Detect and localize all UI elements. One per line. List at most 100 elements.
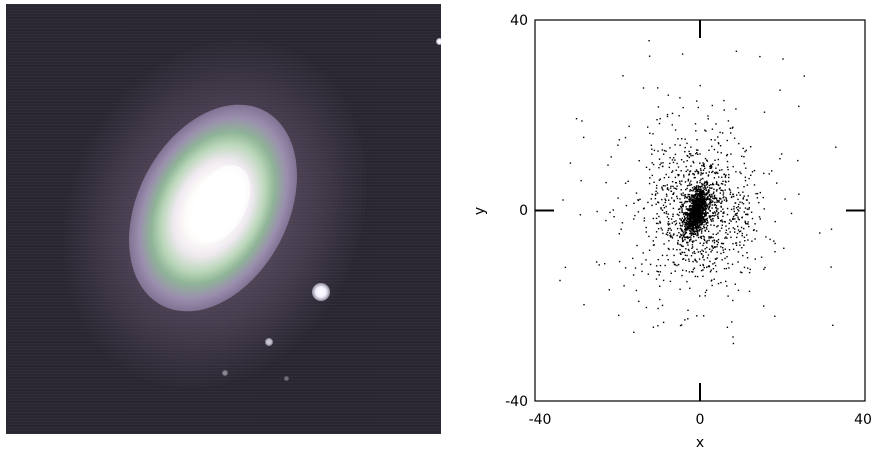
particle-point <box>681 237 684 239</box>
particle-point <box>681 221 683 224</box>
particle-point <box>692 210 694 213</box>
particle-point <box>702 219 704 221</box>
particle-point <box>702 162 704 164</box>
particle-point <box>713 191 715 193</box>
particle-point <box>735 244 738 246</box>
particle-point <box>717 213 719 215</box>
particle-point <box>832 324 834 326</box>
particle-point <box>697 194 699 197</box>
particle-point <box>713 242 716 244</box>
particle-point <box>703 193 705 196</box>
particle-point <box>739 241 741 243</box>
particle-point <box>697 200 699 202</box>
particle-point <box>702 201 704 204</box>
particle-point <box>710 139 712 141</box>
particle-point <box>703 198 705 201</box>
particle-point <box>650 144 652 146</box>
particle-point <box>692 252 694 254</box>
particle-point <box>745 213 747 216</box>
particle-point <box>677 173 679 176</box>
particle-point <box>703 206 705 208</box>
particle-point <box>698 206 700 209</box>
particle-point <box>699 186 701 188</box>
particle-point <box>726 153 729 156</box>
particle-point <box>692 260 694 263</box>
particle-point <box>671 171 673 173</box>
particle-point <box>705 194 708 196</box>
particle-point <box>683 219 685 221</box>
particle-point <box>693 227 695 230</box>
particle-point <box>691 229 694 231</box>
particle-point <box>699 201 702 204</box>
particle-point <box>708 194 711 196</box>
particle-point <box>699 224 701 226</box>
particle-point <box>704 167 706 170</box>
particle-point <box>708 184 710 187</box>
particle-point <box>689 205 691 207</box>
particle-point <box>713 278 715 280</box>
particle-point <box>730 208 733 211</box>
particle-point <box>709 165 711 168</box>
particle-point <box>688 227 690 229</box>
particle-point <box>604 263 606 265</box>
particle-point <box>679 218 681 220</box>
particle-point <box>718 199 720 202</box>
particle-point <box>666 115 669 118</box>
particle-point <box>662 162 664 164</box>
particle-point <box>744 207 747 209</box>
particle-point <box>747 267 749 269</box>
particle-point <box>697 236 700 239</box>
particle-point <box>681 208 683 210</box>
particle-point <box>707 192 709 195</box>
particle-point <box>701 230 703 232</box>
particle-point <box>673 187 675 189</box>
particle-point <box>695 205 697 207</box>
particle-point <box>703 197 705 200</box>
particle-point <box>783 247 785 249</box>
particle-point <box>714 196 716 199</box>
particle-point <box>704 201 707 204</box>
particle-point <box>709 210 711 212</box>
particle-point <box>671 159 674 161</box>
particle-point <box>684 237 686 239</box>
particle-point <box>698 204 700 206</box>
particle-point <box>703 209 705 211</box>
particle-point <box>693 240 695 242</box>
particle-point <box>699 214 701 216</box>
particle-point <box>690 234 693 236</box>
particle-point <box>711 145 713 148</box>
particle-point <box>679 211 681 214</box>
particle-point <box>667 234 669 236</box>
particle-point <box>717 282 720 285</box>
particle-point <box>688 174 690 176</box>
particle-point <box>595 261 598 263</box>
particle-point <box>624 267 627 269</box>
particle-point <box>709 217 711 219</box>
particle-point <box>661 209 664 211</box>
particle-point <box>705 223 707 225</box>
particle-point <box>721 224 723 226</box>
particle-point <box>643 217 646 219</box>
particle-point <box>706 217 708 220</box>
particle-point <box>711 245 713 247</box>
particle-point <box>699 208 701 210</box>
particle-point <box>685 170 687 173</box>
particle-point <box>685 208 688 210</box>
particle-point <box>694 199 696 201</box>
particle-point <box>717 232 719 234</box>
particle-point <box>695 218 697 220</box>
particle-point <box>696 214 699 216</box>
particle-point <box>700 229 702 231</box>
particle-point <box>706 186 709 188</box>
particle-point <box>742 198 744 200</box>
particle-point <box>673 233 675 235</box>
particle-point <box>676 249 678 251</box>
particle-point <box>699 193 702 195</box>
particle-point <box>625 204 628 207</box>
particle-point <box>688 200 690 202</box>
particle-point <box>686 217 688 219</box>
particle-point <box>683 212 685 214</box>
particle-point <box>710 220 713 222</box>
particle-point <box>673 221 675 223</box>
particle-point <box>710 187 712 189</box>
